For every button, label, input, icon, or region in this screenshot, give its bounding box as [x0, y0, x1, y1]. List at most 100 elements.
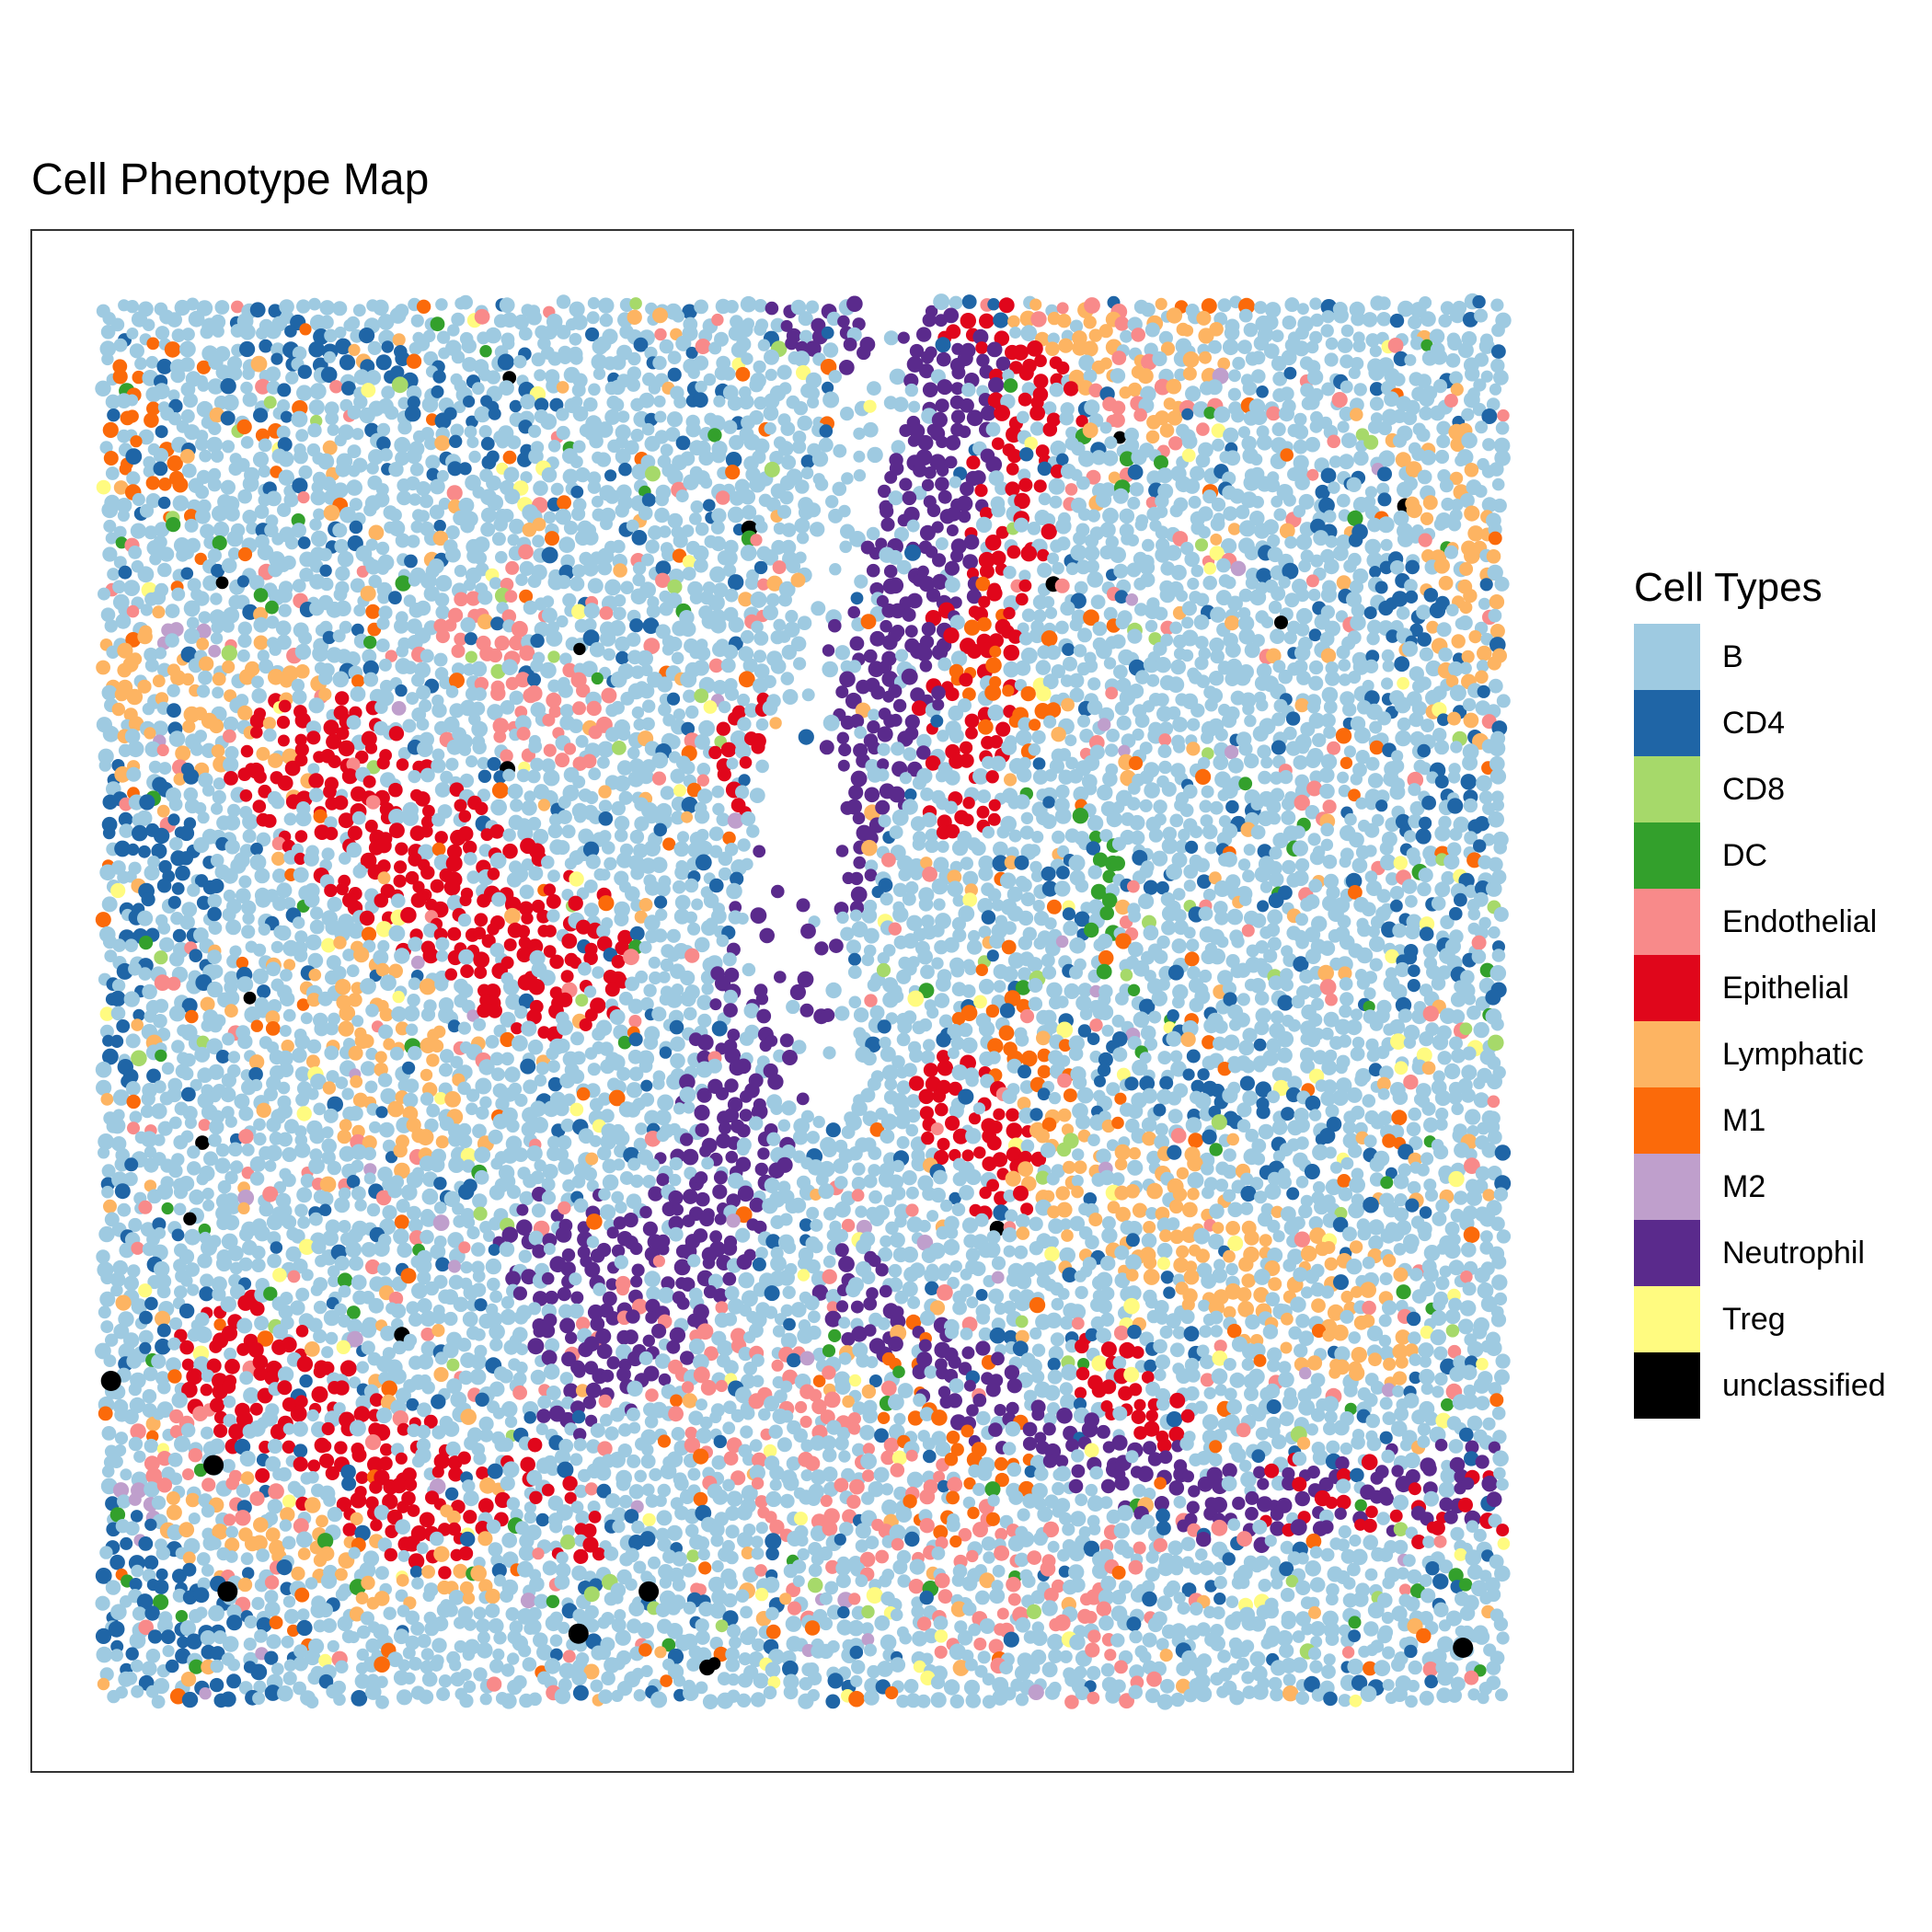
cell-point-b [471, 382, 485, 396]
cell-point-b [616, 410, 630, 423]
cell-point-b [1138, 893, 1155, 910]
cell-point-lymphatic [1145, 430, 1160, 444]
cell-point-cd4 [1472, 294, 1486, 309]
cell-point-b [558, 810, 572, 824]
cell-point-b [1198, 525, 1211, 539]
cell-point-neutrophil [985, 456, 1003, 473]
cell-point-dc [139, 936, 154, 950]
cell-point-b [417, 741, 433, 757]
cell-point-epithelial [989, 735, 1004, 749]
cell-point-b [616, 727, 631, 742]
cell-point-cd4 [653, 822, 667, 837]
cell-point-cd4 [641, 492, 656, 507]
cell-point-b [1044, 917, 1057, 930]
cell-point-b [776, 504, 792, 519]
cell-point-b [680, 451, 696, 466]
cell-point-endothelial [543, 743, 557, 757]
cell-point-b [1055, 620, 1069, 635]
cell-point-endothelial [1105, 686, 1119, 700]
cell-point-b [500, 700, 515, 715]
cell-point-b [1369, 397, 1385, 411]
cell-point-b [168, 730, 186, 747]
cell-point-b [319, 315, 334, 329]
cell-point-b [777, 630, 791, 643]
cell-point-b [285, 371, 299, 385]
cell-point-b [258, 465, 271, 478]
cell-point-cd4 [935, 337, 951, 353]
cell-point-b [734, 742, 752, 760]
cell-point-endothelial [297, 491, 310, 504]
cell-point-b [1169, 813, 1184, 828]
cell-point-b [613, 606, 627, 621]
cell-point-cd4 [1271, 740, 1286, 755]
cell-point-b [237, 489, 253, 504]
cell-point-cd8 [547, 650, 560, 663]
cell-point-b [666, 411, 684, 428]
cell-point-neutrophil [921, 478, 935, 491]
cell-point-b [1198, 906, 1213, 921]
cell-point-b [1158, 760, 1172, 775]
cell-point-b [604, 579, 621, 596]
cell-point-b [119, 823, 133, 838]
cell-point-endothelial [572, 701, 586, 716]
cell-point-b [1028, 844, 1041, 857]
cell-point-lymphatic [333, 936, 347, 949]
cell-point-b [377, 591, 390, 604]
cell-point-b [1258, 770, 1271, 785]
cell-point-b [1445, 352, 1461, 368]
cell-point-b [263, 728, 277, 742]
cell-point-epithelial [262, 813, 277, 828]
cell-point-b [947, 880, 963, 897]
cell-point-b [781, 523, 797, 537]
cell-point-epithelial [751, 740, 765, 754]
cell-point-unclassified [243, 991, 257, 1005]
cell-point-cd4 [703, 499, 716, 512]
cell-point-b [728, 616, 744, 633]
cell-point-b [996, 825, 1010, 839]
cell-point-b [434, 782, 451, 798]
cell-point-b [741, 857, 753, 870]
cell-point-b [1337, 771, 1350, 784]
cell-point-b [796, 532, 810, 545]
cell-point-b [691, 898, 704, 911]
cell-point-b [318, 671, 333, 685]
cell-point-b [673, 396, 687, 408]
cell-point-b [1156, 693, 1169, 707]
cell-point-b [1127, 496, 1141, 510]
cell-point-lymphatic [1007, 315, 1020, 328]
cell-point-b [1212, 438, 1225, 452]
cell-point-epithelial [338, 812, 354, 829]
cell-point-lymphatic [182, 719, 196, 733]
cell-point-b [434, 977, 449, 992]
cell-point-b [763, 604, 778, 621]
cell-point-b [1210, 606, 1226, 623]
cell-point-epithelial [521, 912, 534, 925]
cell-point-cd4 [682, 304, 697, 320]
cell-point-cd4 [1167, 964, 1184, 981]
cell-point-neutrophil [828, 618, 842, 633]
cell-point-b [291, 523, 306, 538]
cell-point-b [347, 405, 362, 420]
cell-point-b [1362, 312, 1378, 328]
cell-point-epithelial [443, 879, 461, 896]
cell-point-endothelial [1131, 328, 1145, 342]
cell-point-b [1027, 522, 1041, 535]
cell-point-treg [682, 555, 696, 569]
cell-point-cd4 [1014, 855, 1029, 870]
cell-point-b [583, 903, 600, 918]
cell-point-b [1273, 508, 1287, 522]
cell-point-b [829, 563, 842, 576]
cell-point-epithelial [294, 753, 308, 767]
cell-point-b [920, 964, 935, 980]
cell-point-cd4 [153, 827, 170, 845]
cell-point-epithelial [420, 824, 433, 838]
cell-point-b [1323, 558, 1340, 575]
cell-point-b [473, 551, 488, 565]
cell-point-lymphatic [1227, 523, 1241, 535]
cell-point-b [1096, 642, 1112, 660]
cell-point-b [558, 683, 573, 698]
cell-point-b [1210, 516, 1225, 532]
cell-point-treg [973, 995, 987, 1009]
cell-point-m1 [1201, 298, 1217, 315]
cell-point-cd4 [693, 392, 708, 408]
